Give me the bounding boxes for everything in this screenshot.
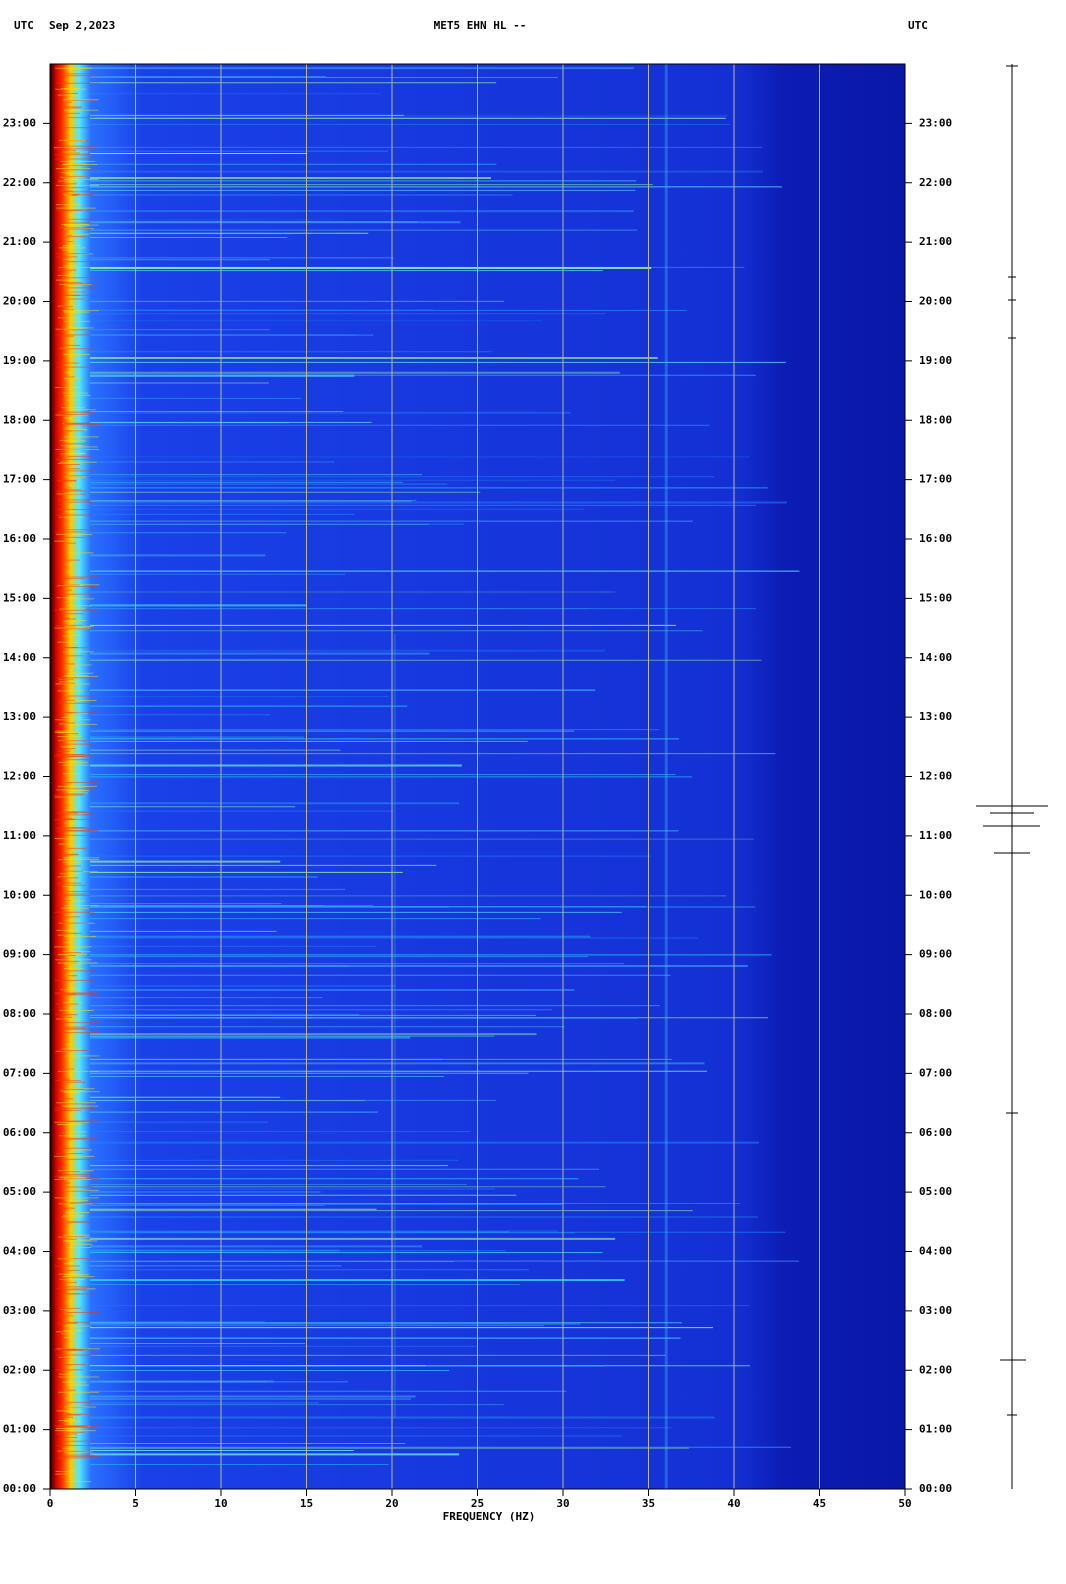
y-tick-label-right: 22:00: [919, 176, 952, 189]
y-tick-label: 02:00: [3, 1363, 36, 1376]
y-tick-label-right: 15:00: [919, 591, 952, 604]
y-tick-label: 23:00: [3, 116, 36, 129]
tonal-band: [664, 64, 668, 1489]
y-tick-label-right: 21:00: [919, 235, 952, 248]
y-tick-label: 18:00: [3, 413, 36, 426]
y-tick-label-right: 23:00: [919, 116, 952, 129]
y-tick-label: 10:00: [3, 888, 36, 901]
y-tick-label-right: 11:00: [919, 829, 952, 842]
y-tick-label: 04:00: [3, 1245, 36, 1258]
x-tick-label: 15: [300, 1497, 313, 1510]
y-tick-label: 00:00: [3, 1482, 36, 1495]
tonal-band: [393, 634, 396, 1418]
x-tick-label: 25: [471, 1497, 484, 1510]
spectrogram-streaks: [54, 64, 800, 1489]
x-tick-label: 0: [47, 1497, 54, 1510]
y-tick-label-right: 08:00: [919, 1007, 952, 1020]
y-tick-label: 01:00: [3, 1423, 36, 1436]
x-tick-label: 40: [727, 1497, 740, 1510]
y-tick-label-right: 06:00: [919, 1126, 952, 1139]
y-tick-label-right: 12:00: [919, 770, 952, 783]
y-tick-label-right: 20:00: [919, 295, 952, 308]
y-tick-label-right: 16:00: [919, 532, 952, 545]
x-tick-label: 20: [385, 1497, 398, 1510]
y-tick-label-right: 13:00: [919, 710, 952, 723]
y-tick-label: 20:00: [3, 295, 36, 308]
date: Sep 2,2023: [49, 19, 115, 32]
y-tick-label: 08:00: [3, 1007, 36, 1020]
y-tick-label-right: 07:00: [919, 1066, 952, 1079]
y-tick-label-right: 18:00: [919, 413, 952, 426]
y-tick-label: 16:00: [3, 532, 36, 545]
y-tick-label-right: 01:00: [919, 1423, 952, 1436]
y-tick-label-right: 04:00: [919, 1245, 952, 1258]
y-tick-label: 14:00: [3, 651, 36, 664]
x-tick-label: 30: [556, 1497, 569, 1510]
y-tick-label: 13:00: [3, 710, 36, 723]
y-tick-label-right: 05:00: [919, 1185, 952, 1198]
y-tick-label-right: 14:00: [919, 651, 952, 664]
x-tick-label: 10: [214, 1497, 227, 1510]
timezone-left: UTC: [14, 19, 34, 32]
y-tick-label-right: 09:00: [919, 948, 952, 961]
timezone-right: UTC: [908, 19, 928, 32]
y-tick-label: 05:00: [3, 1185, 36, 1198]
x-axis-label: FREQUENCY (HZ): [443, 1510, 536, 1523]
x-tick-label: 45: [813, 1497, 826, 1510]
x-tick-label: 5: [132, 1497, 139, 1510]
y-tick-label: 15:00: [3, 591, 36, 604]
y-tick-label: 12:00: [3, 770, 36, 783]
chart-title: MET5 EHN HL --: [434, 19, 527, 32]
x-tick-label: 50: [898, 1497, 911, 1510]
y-tick-label-right: 17:00: [919, 473, 952, 486]
y-tick-label: 22:00: [3, 176, 36, 189]
y-tick-label: 11:00: [3, 829, 36, 842]
y-tick-label: 19:00: [3, 354, 36, 367]
y-tick-label-right: 02:00: [919, 1363, 952, 1376]
y-tick-label: 03:00: [3, 1304, 36, 1317]
y-tick-label: 21:00: [3, 235, 36, 248]
x-tick-label: 35: [642, 1497, 655, 1510]
y-tick-label: 09:00: [3, 948, 36, 961]
y-tick-label-right: 10:00: [919, 888, 952, 901]
y-tick-label-right: 03:00: [919, 1304, 952, 1317]
y-tick-label: 17:00: [3, 473, 36, 486]
y-tick-label: 07:00: [3, 1066, 36, 1079]
y-tick-label: 06:00: [3, 1126, 36, 1139]
y-tick-label-right: 19:00: [919, 354, 952, 367]
seismogram: [976, 64, 1048, 1489]
y-tick-label-right: 00:00: [919, 1482, 952, 1495]
